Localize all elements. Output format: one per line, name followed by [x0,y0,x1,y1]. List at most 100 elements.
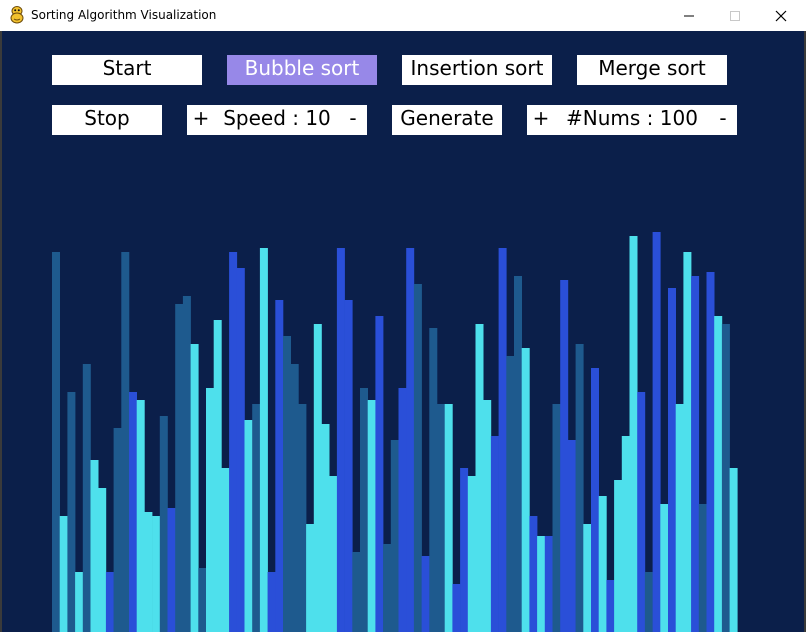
value-bar [136,400,145,632]
value-bar [221,468,230,632]
stop-button[interactable]: Stop [52,105,162,135]
value-bar [652,232,661,632]
speed-plus-button[interactable]: + [192,106,210,130]
value-bar [352,552,361,632]
value-bar [691,276,700,632]
value-bar [575,344,584,632]
value-bar [506,356,515,632]
value-bar [621,436,630,632]
start-button[interactable]: Start [52,55,202,85]
value-bar [452,584,461,632]
value-bar [606,580,615,632]
merge-sort-button[interactable]: Merge sort [577,55,727,85]
value-bar [75,572,84,632]
value-bar [321,424,330,632]
value-bar [90,460,99,632]
value-bar [421,556,430,632]
value-bar [437,404,445,632]
value-bar [159,416,168,632]
value-bar [182,296,191,632]
value-bar [290,364,299,632]
value-bar [413,284,422,632]
value-bar [313,324,322,632]
value-bar [206,388,214,632]
value-bar [121,252,130,632]
value-bar [390,440,399,632]
minimize-button[interactable] [666,0,712,31]
value-bar [129,392,137,632]
value-bar [583,524,592,632]
value-bar [105,572,114,632]
value-bar [213,320,222,632]
value-bar [375,316,384,632]
speed-control: + Speed : 10 - [187,105,367,135]
value-bar [67,392,76,632]
close-button[interactable] [758,0,804,31]
value-bar [729,468,738,632]
value-bar [467,476,476,632]
window-title: Sorting Algorithm Visualization [31,8,217,22]
value-bar [298,404,307,632]
value-bar [244,420,253,632]
nums-control: + #Nums : 100 - [527,105,737,135]
generate-button[interactable]: Generate [392,105,502,135]
value-bar [175,304,184,632]
value-bar [360,388,368,632]
value-bar [721,324,730,632]
value-bar [82,364,91,632]
maximize-icon [730,11,740,21]
value-bar [560,280,569,632]
window-border-right [804,31,806,632]
value-bar [336,248,345,632]
value-bar [344,300,353,632]
value-bar [490,436,499,632]
bubble-sort-button[interactable]: Bubble sort [227,55,377,85]
value-bar [329,476,338,632]
value-bar [706,272,715,632]
value-bar [367,400,376,632]
value-bar [629,236,638,632]
value-bar [167,508,176,632]
value-bar [152,516,161,632]
value-bar [383,544,392,632]
value-bar [544,536,553,632]
window-border-left [0,31,2,632]
speed-label: Speed : 10 [223,106,331,130]
title-bar[interactable]: Sorting Algorithm Visualization [0,0,806,31]
value-bar [537,536,546,632]
value-bar [498,248,507,632]
value-bar [698,504,707,632]
nums-plus-button[interactable]: + [532,106,550,130]
value-bar [675,404,684,632]
value-bar [660,504,669,632]
close-icon [775,10,787,22]
maximize-button[interactable] [712,0,758,31]
value-bar [398,388,407,632]
value-bar [637,392,646,632]
value-bar [113,428,122,632]
value-bar [591,368,599,632]
value-bar [406,248,415,632]
value-bar [668,288,676,632]
insertion-sort-button[interactable]: Insertion sort [402,55,552,85]
value-bar [259,248,268,632]
value-bar [460,468,469,632]
value-bar [444,404,453,632]
nums-minus-button[interactable]: - [719,106,727,130]
value-bar [714,316,723,632]
value-bar [514,276,522,632]
value-bar [59,516,68,632]
value-bar [521,348,530,632]
value-bar [283,336,291,632]
value-bar [644,572,653,632]
nums-label: #Nums : 100 [566,106,698,130]
minimize-icon [684,15,694,17]
value-bar [52,252,60,632]
value-bar [144,512,153,632]
value-bar [475,324,484,632]
bar-chart [52,232,738,632]
value-bar [306,524,315,632]
value-bar [429,328,438,632]
speed-minus-button[interactable]: - [349,106,357,130]
